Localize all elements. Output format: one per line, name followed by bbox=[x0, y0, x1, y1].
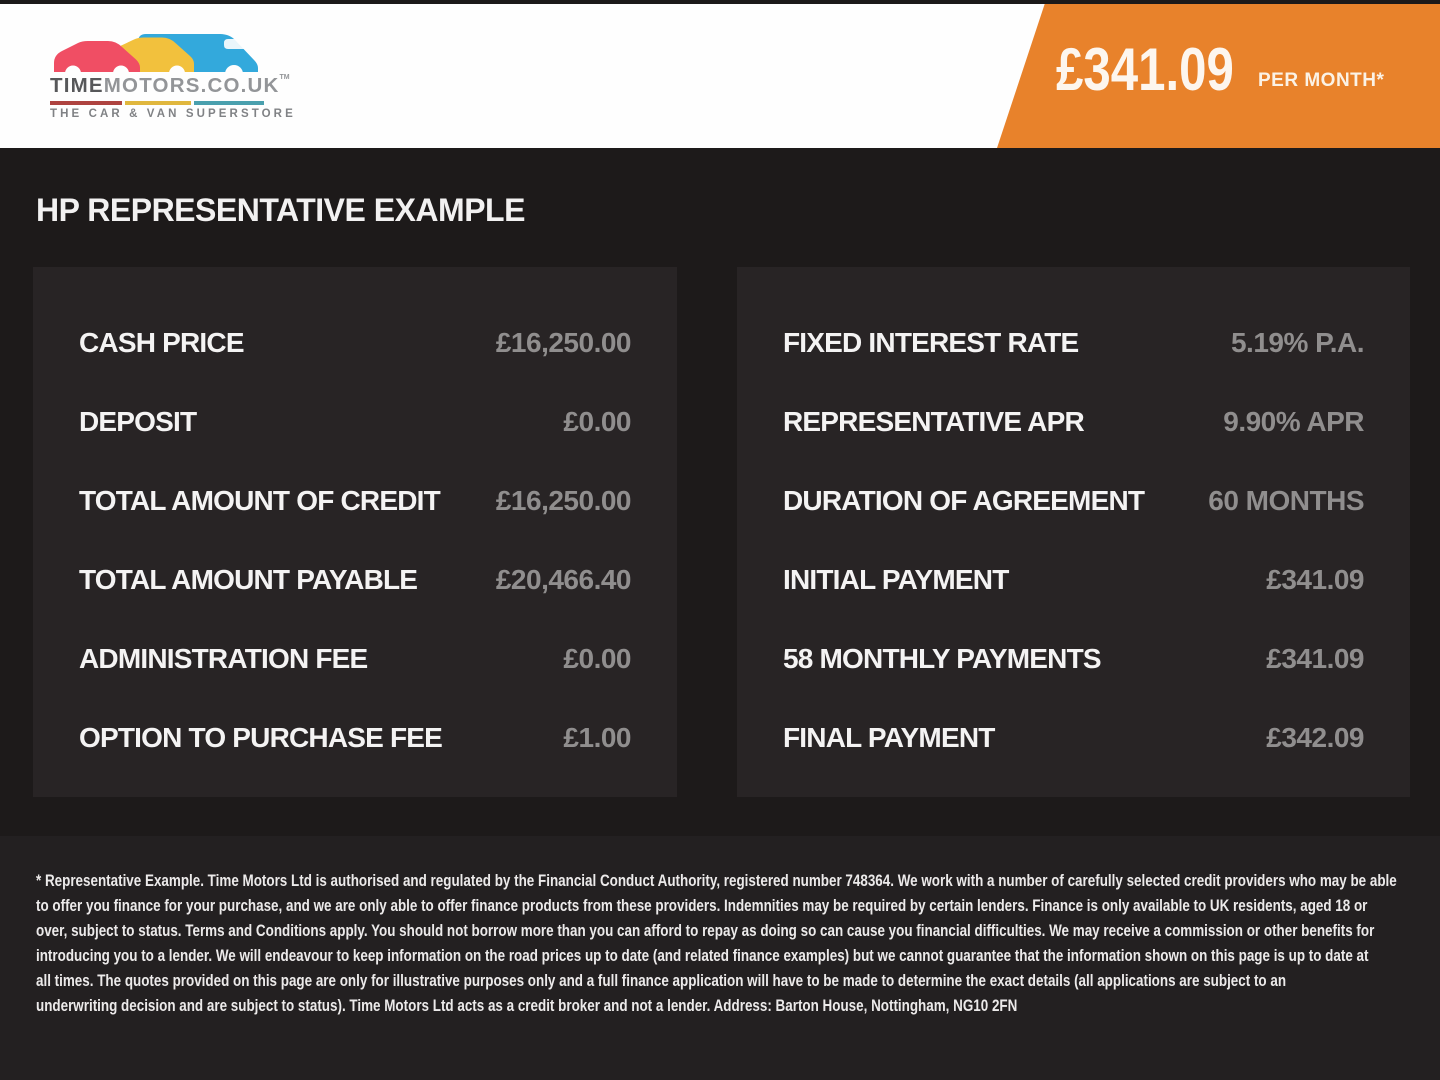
row-value: £16,250.00 bbox=[495, 326, 632, 358]
finance-row: DURATION OF AGREEMENT 60 MONTHS bbox=[783, 461, 1364, 540]
finance-example-section: HP REPRESENTATIVE EXAMPLE CASH PRICE £16… bbox=[0, 148, 1440, 836]
row-value: 60 MONTHS bbox=[1208, 484, 1364, 516]
finance-row: 58 MONTHLY PAYMENTS £341.09 bbox=[783, 619, 1364, 698]
row-label: ADMINISTRATION FEE bbox=[79, 642, 368, 674]
row-label: CASH PRICE bbox=[79, 326, 245, 358]
logo-bar-teal bbox=[194, 101, 264, 105]
logo-bar-red bbox=[50, 101, 122, 105]
row-value: £341.09 bbox=[1266, 563, 1364, 595]
row-value: £341.09 bbox=[1266, 642, 1364, 674]
disclaimer-footer: * Representative Example. Time Motors Lt… bbox=[0, 836, 1440, 1080]
row-label: FINAL PAYMENT bbox=[783, 721, 995, 753]
trademark-mark: TM bbox=[279, 74, 290, 81]
row-value: 9.90% APR bbox=[1223, 405, 1364, 437]
disclaimer: * Representative Example. Time Motors Lt… bbox=[36, 868, 1440, 1018]
disclaimer-line: to offer you finance for your purchase, … bbox=[36, 896, 1368, 915]
finance-row: CASH PRICE £16,250.00 bbox=[79, 303, 632, 382]
monthly-price: £341.09 bbox=[1056, 36, 1234, 103]
timemotors-logo: TIMEMOTORS.CO.UKTM THE CAR & VAN SUPERST… bbox=[48, 6, 293, 142]
row-value: £0.00 bbox=[563, 405, 631, 437]
logo-bar-yellow bbox=[125, 101, 191, 105]
row-value: £16,250.00 bbox=[495, 484, 632, 516]
price-banner: £341.09 PER MONTH* bbox=[997, 0, 1440, 148]
row-label: 58 MONTHLY PAYMENTS bbox=[783, 642, 1102, 674]
cars-van-logo-icon bbox=[54, 34, 258, 74]
row-label: OPTION TO PURCHASE FEE bbox=[79, 721, 443, 753]
page-title: HP REPRESENTATIVE EXAMPLE bbox=[36, 192, 525, 228]
finance-row: ADMINISTRATION FEE £0.00 bbox=[79, 619, 631, 698]
finance-row: REPRESENTATIVE APR 9.90% APR bbox=[783, 382, 1364, 461]
brand-wordmark: TIMEMOTORS.CO.UKTM bbox=[50, 74, 290, 98]
row-label: TOTAL AMOUNT OF CREDIT bbox=[79, 484, 441, 516]
price-period-label: PER MONTH* bbox=[1258, 70, 1385, 91]
disclaimer-line: over, subject to status. Terms and Condi… bbox=[36, 921, 1375, 940]
logo-divider-bars bbox=[50, 101, 264, 105]
disclaimer-line: all times. The quotes provided on this p… bbox=[36, 971, 1287, 990]
row-value: 5.19% P.A. bbox=[1230, 326, 1365, 358]
row-label: TOTAL AMOUNT PAYABLE bbox=[79, 563, 418, 595]
row-label: DEPOSIT bbox=[79, 405, 197, 437]
finance-row: TOTAL AMOUNT OF CREDIT £16,250.00 bbox=[79, 461, 632, 540]
row-label: INITIAL PAYMENT bbox=[783, 563, 1009, 595]
row-value: £1.00 bbox=[563, 721, 631, 753]
disclaimer-line: * Representative Example. Time Motors Lt… bbox=[36, 871, 1397, 890]
top-edge-strip bbox=[0, 0, 1440, 4]
finance-row: DEPOSIT £0.00 bbox=[79, 382, 631, 461]
site-header: TIMEMOTORS.CO.UKTM THE CAR & VAN SUPERST… bbox=[0, 0, 1440, 148]
brand-time: TIME bbox=[50, 74, 104, 97]
disclaimer-line: underwriting decision and are subject to… bbox=[36, 996, 1018, 1015]
disclaimer-line: introducing you to a lender. We will end… bbox=[36, 946, 1369, 965]
row-label: REPRESENTATIVE APR bbox=[783, 405, 1085, 437]
finance-panel-right: FIXED INTEREST RATE 5.19% P.A. REPRESENT… bbox=[737, 267, 1410, 797]
finance-row: OPTION TO PURCHASE FEE £1.00 bbox=[79, 698, 631, 777]
row-label: FIXED INTEREST RATE bbox=[783, 326, 1079, 358]
finance-row: INITIAL PAYMENT £341.09 bbox=[783, 540, 1364, 619]
finance-row: FIXED INTEREST RATE 5.19% P.A. bbox=[783, 303, 1365, 382]
row-label: DURATION OF AGREEMENT bbox=[783, 484, 1145, 516]
brand-motors: MOTORS.CO.UK bbox=[103, 74, 280, 97]
row-value: £20,466.40 bbox=[495, 563, 632, 595]
finance-row: FINAL PAYMENT £342.09 bbox=[783, 698, 1364, 777]
logo-tagline: THE CAR & VAN SUPERSTORE bbox=[50, 108, 296, 120]
finance-panel-left: CASH PRICE £16,250.00 DEPOSIT £0.00 TOTA… bbox=[33, 267, 677, 797]
row-value: £0.00 bbox=[563, 642, 631, 674]
row-value: £342.09 bbox=[1266, 721, 1364, 753]
finance-row: TOTAL AMOUNT PAYABLE £20,466.40 bbox=[79, 540, 632, 619]
